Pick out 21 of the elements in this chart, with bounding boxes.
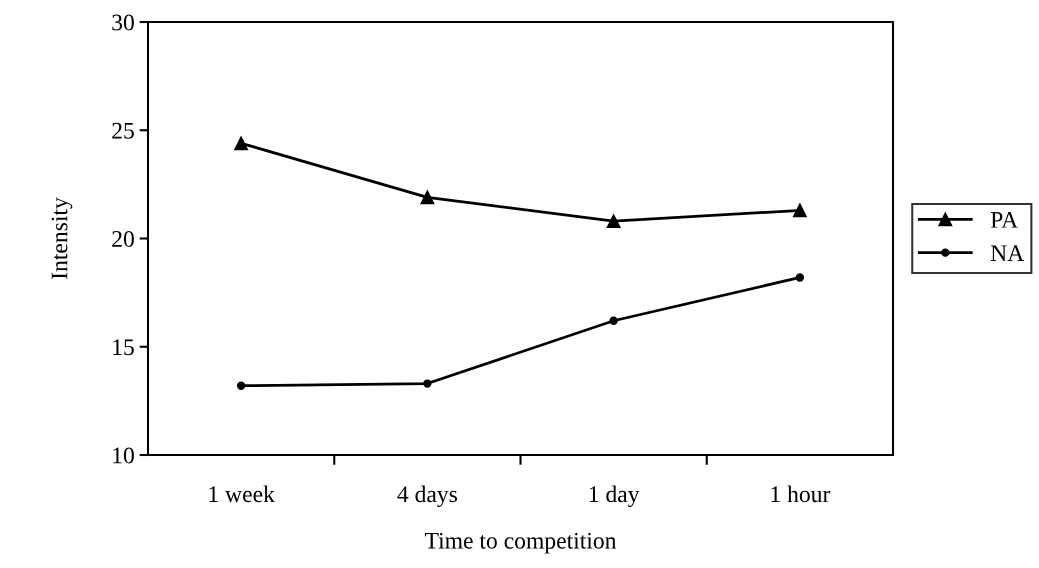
y-tick-label: 10: [113, 447, 134, 464]
point: [609, 316, 618, 325]
legend-label: PA: [990, 211, 1019, 228]
x-tick-label: 4 days: [397, 485, 458, 508]
x-tick-label: 1 hour: [771, 485, 831, 503]
point: [792, 203, 807, 218]
point: [236, 381, 246, 390]
y-axis-title: Intensity: [51, 197, 73, 279]
y-tick-label: 25: [112, 122, 134, 139]
y-tick-label: 20: [112, 230, 134, 247]
point: [795, 273, 805, 282]
point: [423, 379, 432, 388]
point: [234, 136, 249, 151]
x-tick-label: 1 week: [209, 485, 275, 503]
legend-label: NA: [990, 245, 1025, 261]
x-tick-label: 1 day: [589, 485, 640, 508]
point: [606, 214, 621, 229]
y-tick-label: 15: [113, 339, 134, 356]
point: [420, 190, 435, 205]
x-axis-title: Time to competition: [424, 532, 617, 554]
y-tick-label: 30: [112, 14, 134, 31]
